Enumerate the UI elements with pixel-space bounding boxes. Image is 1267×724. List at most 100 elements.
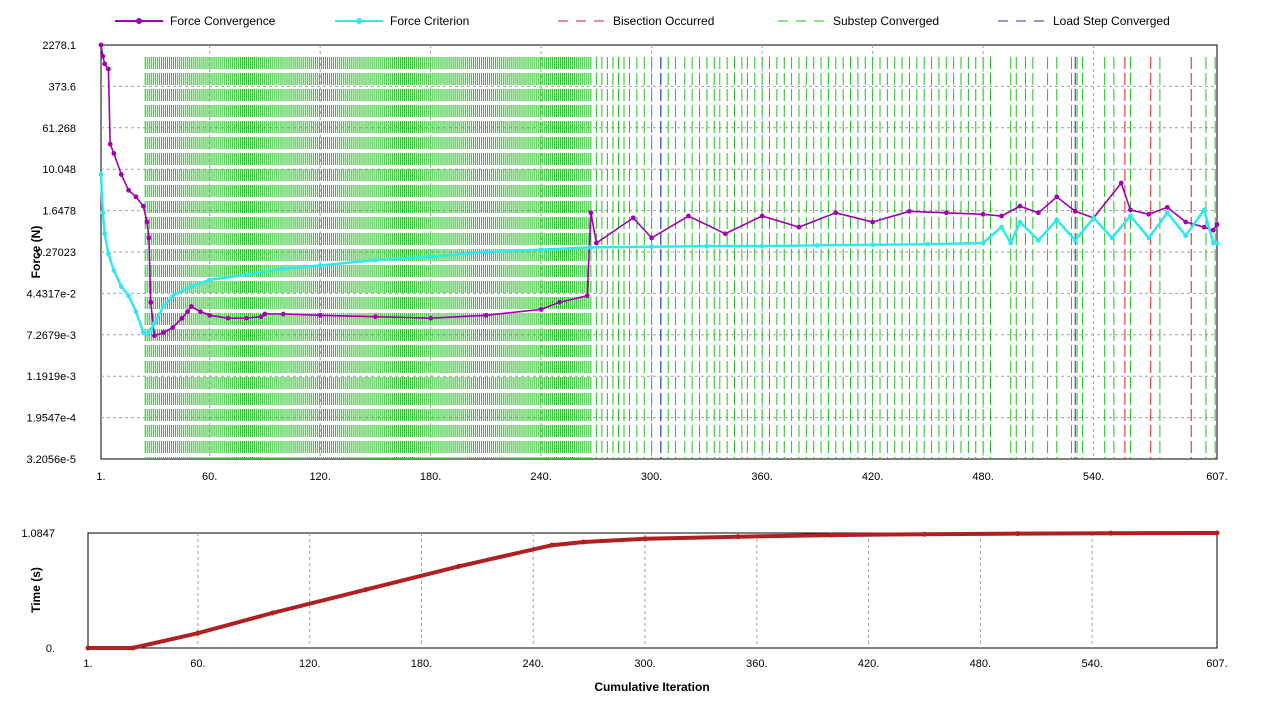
series-point-0-35 xyxy=(630,215,636,221)
force-series xyxy=(98,42,1220,339)
series-point-1-24 xyxy=(649,244,655,250)
force-y-tick-7: 7.2679e-3 xyxy=(26,330,76,342)
force-x-tick-5: 300. xyxy=(641,471,662,483)
time-point-13 xyxy=(1108,530,1114,536)
series-point-0-45 xyxy=(980,211,986,217)
series-point-1-23 xyxy=(588,245,594,250)
series-point-1-0 xyxy=(98,172,104,177)
force-x-tick-3: 180. xyxy=(420,471,441,483)
time-series xyxy=(85,530,1220,651)
time-point-10 xyxy=(828,532,834,538)
series-point-0-42 xyxy=(870,219,876,225)
time-point-0 xyxy=(85,645,91,651)
series-point-0-59 xyxy=(1214,222,1220,227)
series-point-0-49 xyxy=(1054,194,1060,200)
series-point-0-3 xyxy=(105,66,111,72)
load-step-lines xyxy=(660,57,1076,459)
series-point-0-17 xyxy=(185,309,190,315)
series-point-1-40 xyxy=(1146,235,1152,241)
series-point-0-21 xyxy=(225,315,231,321)
series-point-1-37 xyxy=(1091,215,1097,221)
series-point-1-39 xyxy=(1128,213,1133,219)
force-y-tick-6: 4.4317e-2 xyxy=(26,288,76,300)
series-point-1-36 xyxy=(1072,237,1078,243)
series-point-1-38 xyxy=(1109,235,1115,241)
force-y-tick-3: 10.048 xyxy=(42,164,76,176)
series-point-0-58 xyxy=(1210,227,1216,233)
series-point-1-2 xyxy=(102,231,108,237)
series-point-1-8 xyxy=(140,330,146,336)
time-point-5 xyxy=(456,563,462,569)
time-x-tick-2: 120. xyxy=(299,658,320,670)
series-point-0-6 xyxy=(118,172,124,177)
force-x-tick-6: 360. xyxy=(751,471,772,483)
series-line-force-convergence xyxy=(100,44,1218,337)
force-y-tick-2: 61.268 xyxy=(42,123,76,135)
series-point-1-32 xyxy=(1008,240,1014,246)
series-point-0-39 xyxy=(759,213,765,219)
time-point-7 xyxy=(581,539,587,545)
series-point-0-52 xyxy=(1118,180,1124,186)
time-plot-frame xyxy=(87,532,1218,649)
series-point-0-54 xyxy=(1146,211,1152,217)
time-x-tick-10: 607. xyxy=(1206,658,1227,670)
time-point-3 xyxy=(269,610,275,616)
legend-label-4: Load Step Converged xyxy=(1053,14,1170,28)
series-point-1-12 xyxy=(161,304,167,309)
series-point-1-41 xyxy=(1164,210,1170,216)
series-point-1-20 xyxy=(428,254,434,260)
series-point-1-25 xyxy=(704,243,710,249)
series-point-0-4 xyxy=(107,141,113,147)
series-point-0-10 xyxy=(144,219,150,225)
series-point-1-42 xyxy=(1183,233,1189,239)
series-point-1-33 xyxy=(1017,219,1023,225)
series-point-1-16 xyxy=(244,272,249,278)
series-point-0-5 xyxy=(111,151,117,156)
legend-item-0: Force Convergence xyxy=(115,14,276,28)
series-point-1-14 xyxy=(188,284,194,289)
series-point-0-34 xyxy=(593,240,599,246)
time-x-tick-3: 180. xyxy=(411,658,432,670)
time-y-tick-0: 1.0847 xyxy=(21,528,55,540)
series-point-0-26 xyxy=(317,312,323,318)
time-point-4 xyxy=(363,587,369,593)
series-point-0-40 xyxy=(796,224,802,230)
series-point-1-10 xyxy=(148,327,154,333)
time-x-tick-0: 1. xyxy=(83,658,92,670)
series-point-0-23 xyxy=(258,314,264,320)
time-point-14 xyxy=(1214,530,1220,536)
series-point-0-13 xyxy=(152,333,157,339)
series-point-0-11 xyxy=(146,235,152,241)
time-x-tick-8: 480. xyxy=(970,658,991,670)
series-point-0-2 xyxy=(102,61,108,67)
series-point-1-1 xyxy=(100,210,106,216)
time-x-tick-6: 360. xyxy=(746,658,767,670)
force-x-tick-9: 540. xyxy=(1083,471,1104,483)
time-point-9 xyxy=(735,534,741,540)
force-y-tick-5: 0.27023 xyxy=(36,247,76,259)
series-point-0-0 xyxy=(98,42,104,48)
series-point-0-38 xyxy=(722,231,728,237)
series-point-0-41 xyxy=(833,210,839,216)
time-x-tick-4: 240. xyxy=(523,658,544,670)
time-y-tick-labels: 1.0847 0. xyxy=(21,528,55,655)
force-y-tick-10: 3.2056e-5 xyxy=(26,454,76,466)
legend-item-1: Force Criterion xyxy=(335,14,469,28)
legend-marker-1 xyxy=(356,18,362,24)
series-point-0-18 xyxy=(188,304,194,309)
force-x-tick-4: 240. xyxy=(530,471,551,483)
series-point-0-46 xyxy=(999,213,1004,219)
series-point-1-5 xyxy=(118,284,124,289)
time-y-axis-label: Time (s) xyxy=(29,567,43,613)
time-point-1 xyxy=(130,645,136,651)
series-point-1-26 xyxy=(759,243,765,249)
series-point-1-11 xyxy=(152,320,157,326)
series-point-1-3 xyxy=(105,251,111,257)
series-line-force-criterion xyxy=(99,174,1217,336)
chart-legend: Force Convergence Force Criterion Bisectio… xyxy=(115,14,1170,28)
force-x-tick-2: 120. xyxy=(309,471,330,483)
series-point-0-32 xyxy=(584,293,590,299)
series-point-0-24 xyxy=(262,311,268,317)
series-point-0-14 xyxy=(161,330,167,336)
series-point-1-44 xyxy=(1210,240,1216,246)
